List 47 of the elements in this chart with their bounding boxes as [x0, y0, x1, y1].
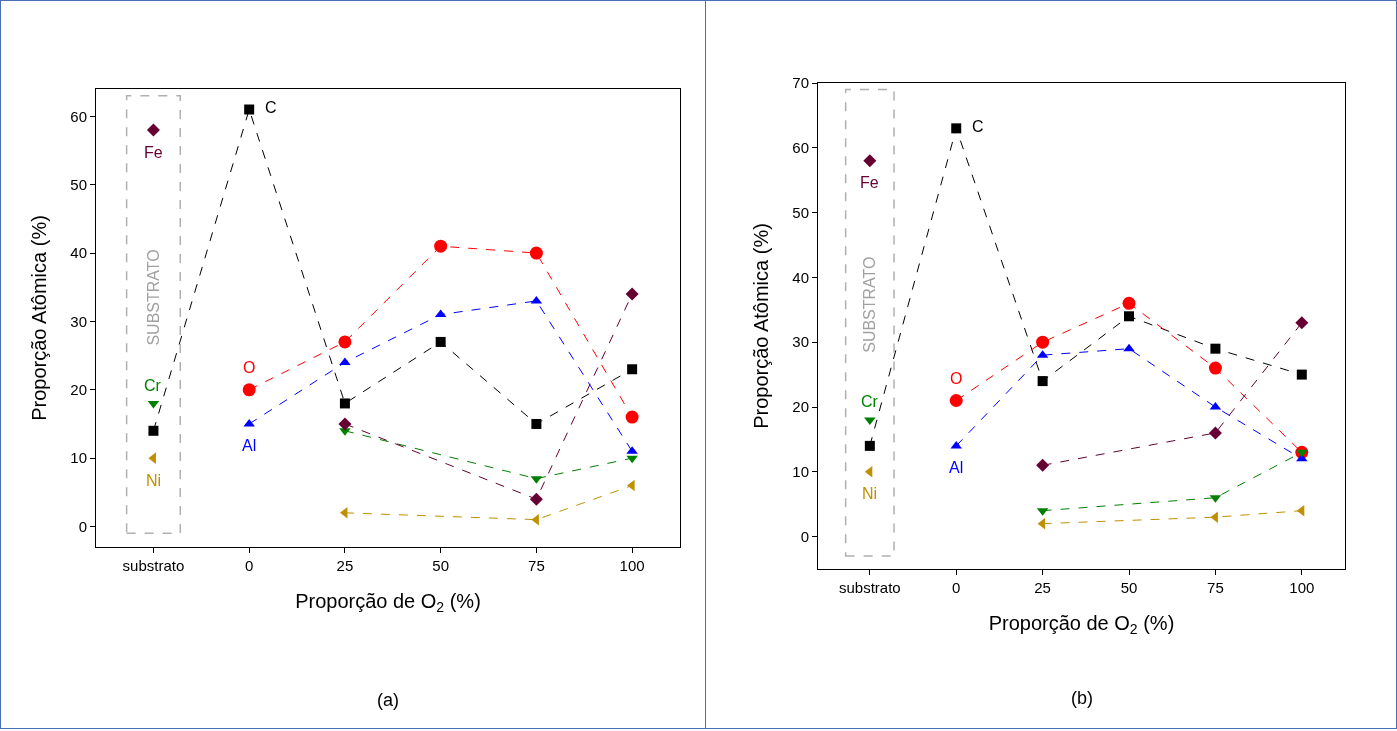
y-tick-label: 0	[800, 527, 809, 545]
y-tick-label: 30	[792, 333, 809, 351]
x-axis-title: Proporção de O$_{2}$ (%)	[988, 611, 1175, 637]
y-tick-label: 60	[792, 139, 809, 157]
y-tick-label: 60	[70, 107, 87, 125]
x-tick-label: 75	[1207, 579, 1224, 596]
x-tick-label: 100	[1289, 579, 1315, 596]
x-tick-label: 75	[528, 557, 545, 574]
series-label: Ni	[146, 472, 162, 489]
series-label: Fe	[144, 144, 163, 161]
series-label: Ni	[862, 485, 878, 502]
series-label: C	[265, 99, 277, 116]
y-tick-label: 10	[792, 463, 809, 481]
y-tick-label: 20	[70, 381, 87, 399]
series-label: O	[243, 359, 256, 376]
text: (a)	[377, 690, 399, 710]
x-tick-label: 25	[336, 557, 354, 574]
annotation: SUBSTRATO	[860, 256, 878, 353]
text: (b)	[1071, 688, 1093, 708]
y-tick-label: 20	[792, 398, 809, 416]
y-tick-label: 10	[70, 449, 87, 467]
y-tick-label: 40	[70, 244, 87, 262]
x-tick-label: substrato	[838, 579, 901, 596]
series-label: O	[950, 370, 963, 387]
x-axis-title: Proporção de O$_{2}$ (%)	[295, 589, 481, 615]
y-axis-title: Proporção Atômica (%)	[28, 215, 50, 421]
y-tick-label: 0	[78, 517, 87, 535]
x-tick-label: 50	[432, 557, 449, 574]
x-tick-label: substrato	[122, 557, 185, 574]
x-tick-label: 100	[619, 557, 645, 574]
series-label: Fe	[860, 174, 879, 191]
series-label: C	[972, 118, 984, 135]
y-tick-label: 70	[792, 74, 809, 92]
annotation: SUBSTRATO	[145, 249, 163, 346]
x-tick-label: 50	[1120, 579, 1138, 596]
y-tick-label: 40	[792, 268, 809, 286]
series-label: Cr	[144, 377, 162, 394]
series-label: Cr	[861, 393, 879, 410]
series-label: Al	[242, 437, 257, 454]
x-tick-label: 0	[245, 557, 254, 574]
y-tick-label: 50	[70, 175, 87, 193]
x-tick-label: 0	[952, 579, 961, 596]
x-tick-label: 25	[1034, 579, 1051, 596]
series-label: Al	[949, 459, 964, 476]
y-tick-label: 50	[792, 203, 809, 221]
y-axis-title: Proporção Atômica (%)	[750, 223, 772, 429]
y-tick-label: 30	[70, 312, 87, 330]
